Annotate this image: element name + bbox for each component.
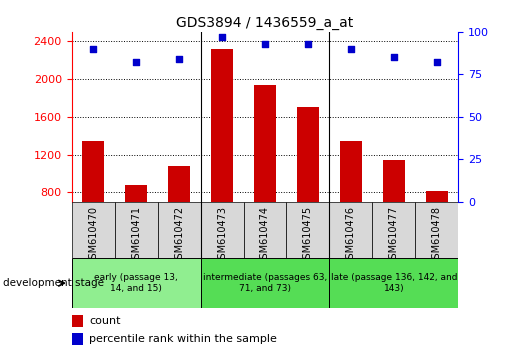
Bar xyxy=(373,202,416,258)
Bar xyxy=(330,202,373,258)
Text: early (passage 13,
14, and 15): early (passage 13, 14, and 15) xyxy=(94,274,178,293)
Bar xyxy=(254,85,276,202)
Bar xyxy=(125,185,147,202)
Text: GSM610473: GSM610473 xyxy=(217,206,227,265)
Bar xyxy=(416,202,458,258)
Bar xyxy=(82,141,104,202)
Bar xyxy=(287,202,330,258)
Text: development stage: development stage xyxy=(3,278,104,288)
Text: count: count xyxy=(89,316,120,326)
Text: GSM610478: GSM610478 xyxy=(432,206,442,265)
Bar xyxy=(340,141,361,202)
Bar xyxy=(426,192,448,202)
Bar xyxy=(200,202,243,258)
Text: GDS3894 / 1436559_a_at: GDS3894 / 1436559_a_at xyxy=(176,16,354,30)
Bar xyxy=(157,202,200,258)
Bar xyxy=(72,333,83,345)
Bar xyxy=(72,315,83,327)
Bar xyxy=(114,202,157,258)
Point xyxy=(132,59,140,65)
Bar xyxy=(297,107,319,202)
Bar xyxy=(383,160,405,202)
Text: intermediate (passages 63,
71, and 73): intermediate (passages 63, 71, and 73) xyxy=(203,274,327,293)
Text: GSM610474: GSM610474 xyxy=(260,206,270,265)
Bar xyxy=(169,166,190,202)
Point xyxy=(261,41,269,47)
Bar xyxy=(243,202,287,258)
Text: percentile rank within the sample: percentile rank within the sample xyxy=(89,334,277,344)
Text: GSM610477: GSM610477 xyxy=(389,206,399,266)
Bar xyxy=(72,202,114,258)
Point xyxy=(218,34,226,40)
Bar xyxy=(200,258,330,308)
Point xyxy=(175,56,183,62)
Point xyxy=(304,41,312,47)
Point xyxy=(89,46,98,52)
Point xyxy=(390,55,398,60)
Text: GSM610471: GSM610471 xyxy=(131,206,141,265)
Text: GSM610470: GSM610470 xyxy=(88,206,98,265)
Text: GSM610475: GSM610475 xyxy=(303,206,313,266)
Point xyxy=(432,59,441,65)
Point xyxy=(347,46,355,52)
Bar xyxy=(330,258,458,308)
Text: GSM610472: GSM610472 xyxy=(174,206,184,266)
Text: GSM610476: GSM610476 xyxy=(346,206,356,265)
Bar xyxy=(72,258,200,308)
Bar xyxy=(211,49,233,202)
Text: late (passage 136, 142, and
143): late (passage 136, 142, and 143) xyxy=(331,274,457,293)
